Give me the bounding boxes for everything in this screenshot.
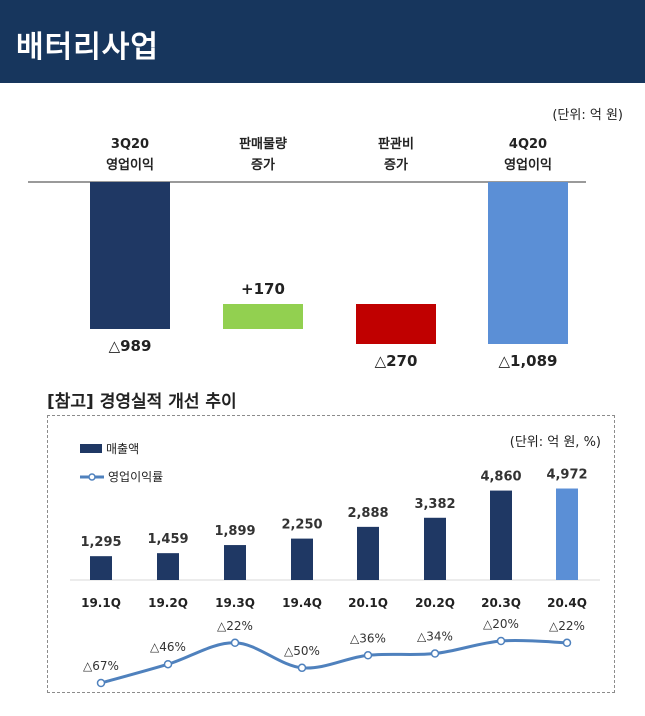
waterfall-data-label: +170 (241, 280, 285, 299)
sales-bar (291, 538, 313, 580)
margin-label: △20% (483, 617, 519, 631)
sales-bar-label: 2,250 (281, 518, 322, 533)
page-header: 배터리사업 (0, 0, 645, 83)
sales-bar (224, 545, 246, 580)
margin-label: △46% (150, 640, 186, 654)
category-tick-label: 20.3Q (481, 596, 521, 610)
legend-swatch-sales (80, 444, 102, 453)
margin-label: △22% (549, 619, 585, 633)
waterfall-bar (488, 182, 568, 345)
legend-label-margin: 영업이익률 (108, 470, 164, 484)
margin-point (297, 663, 307, 673)
section-title: [참고] 경영실적 개선 추이 (47, 392, 237, 412)
sales-bar (490, 490, 512, 580)
waterfall-data-label: △989 (108, 337, 152, 356)
sales-bar-label: 2,888 (347, 506, 388, 521)
waterfall-data-label: △270 (374, 352, 418, 371)
sales-bar-label: 1,459 (147, 532, 188, 547)
sales-bar (90, 556, 112, 580)
waterfall-axis-line (28, 181, 586, 183)
margin-label: △67% (83, 659, 119, 673)
waterfall-category-label: 3Q20 영업이익 (106, 137, 154, 173)
sales-bar (157, 553, 179, 580)
margin-label: △36% (350, 631, 386, 645)
legend-swatch-margin (80, 472, 104, 481)
category-tick-label: 19.1Q (81, 596, 121, 610)
sales-bar-label: 3,382 (414, 497, 455, 512)
margin-point (496, 636, 506, 646)
margin-point (430, 649, 440, 658)
category-tick-label: 19.3Q (215, 596, 255, 610)
margin-line (100, 638, 568, 685)
waterfall-bar (90, 182, 170, 330)
margin-label: △50% (284, 644, 320, 658)
waterfall-category-label: 판매물량 증가 (239, 137, 287, 173)
waterfall-bar (356, 304, 436, 345)
sales-bar-label: 4,860 (480, 470, 521, 485)
waterfall-bar (223, 304, 303, 330)
margin-point (96, 678, 106, 688)
sales-bar-label: 1,295 (80, 535, 121, 550)
margin-label: △34% (417, 630, 453, 644)
sales-bar (357, 526, 379, 580)
margin-point (562, 638, 572, 648)
sales-bar (424, 517, 446, 580)
unit-label-box: (단위: 억 원, %) (509, 435, 601, 450)
legend-label-sales: 매출액 (106, 442, 140, 456)
sales-bar (556, 488, 578, 580)
margin-point (363, 651, 373, 660)
waterfall-category-label: 4Q20 영업이익 (504, 137, 552, 173)
unit-label-top: (단위: 억 원) (552, 108, 623, 123)
sales-bar-label: 1,899 (214, 524, 255, 539)
sales-bar-label: 4,972 (546, 468, 587, 483)
category-tick-label: 20.1Q (348, 596, 388, 610)
margin-point (230, 638, 240, 648)
margin-point (163, 659, 173, 669)
category-tick-label: 19.2Q (148, 596, 188, 610)
page-title: 배터리사업 (16, 30, 159, 65)
legend-item-sales: 매출액 (80, 440, 139, 457)
category-tick-label: 20.4Q (547, 596, 587, 610)
waterfall-category-label: 판관비 증가 (378, 137, 414, 173)
category-tick-label: 20.2Q (415, 596, 455, 610)
margin-label: △22% (217, 619, 253, 633)
legend-item-margin: 영업이익률 (80, 468, 163, 485)
trend-chart-box (47, 415, 615, 693)
waterfall-data-label: △1,089 (498, 352, 558, 371)
category-tick-label: 19.4Q (282, 596, 322, 610)
